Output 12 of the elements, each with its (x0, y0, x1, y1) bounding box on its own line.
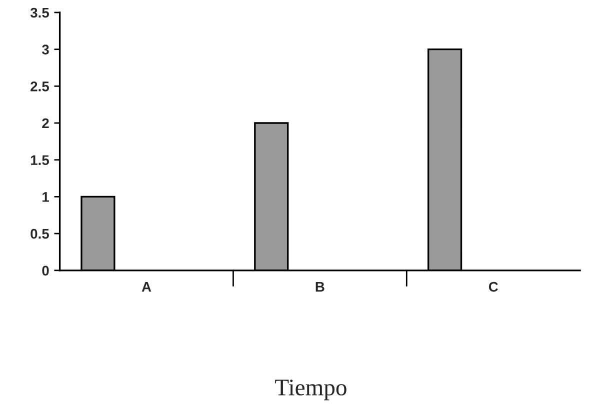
y-tick-label: 3 (42, 44, 49, 55)
y-tick-label: 3.5 (30, 8, 49, 18)
y-tick-label: 0.5 (30, 228, 49, 239)
y-tick-label: 1 (42, 192, 49, 202)
x-axis-title: Tiempo (275, 380, 346, 400)
y-tick-label: 2 (42, 118, 49, 128)
x-tick-label: A (142, 282, 152, 292)
y-tick-label: 2.5 (30, 82, 49, 92)
y-tick-label: 0 (42, 266, 49, 276)
x-tick-label: C (488, 282, 498, 292)
y-tick-label: 1.5 (30, 155, 49, 166)
x-tick-label: B (316, 282, 324, 292)
